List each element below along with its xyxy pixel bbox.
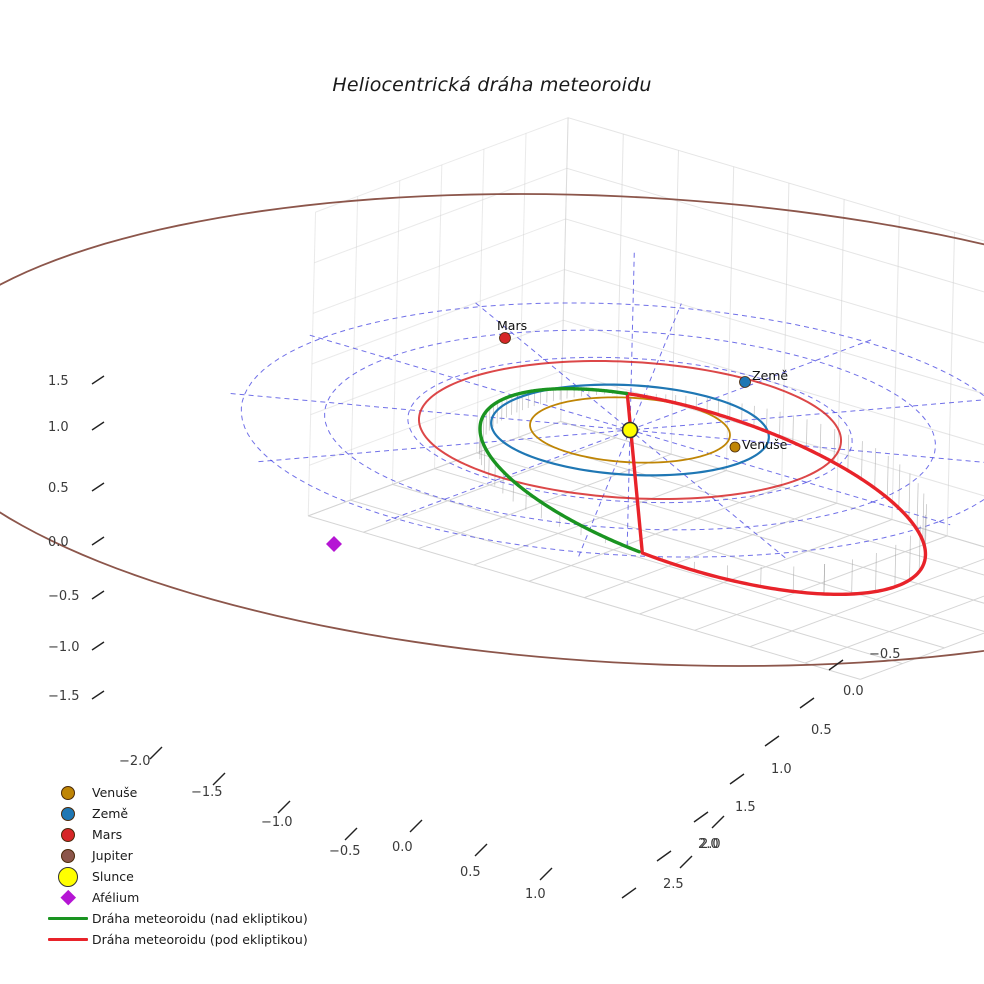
legend-marker-dot-icon: [44, 806, 92, 821]
legend-marker-dot-icon: [44, 848, 92, 863]
planet-orbits: [0, 193, 984, 667]
x-tick-5: 0.5: [460, 865, 481, 880]
x-tick-1: −1.5: [191, 785, 223, 800]
legend-item-6[interactable]: Dráha meteoroidu (nad ekliptikou): [44, 908, 344, 929]
legend-label-5: Afélium: [92, 890, 140, 905]
legend-marker-dot-icon: [44, 785, 92, 800]
page-title: Heliocentrická dráha meteoroidu: [332, 74, 652, 96]
planet-label-venuše: Venuše: [742, 437, 788, 452]
x-tick-4: 0.0: [392, 840, 413, 855]
x-tick-8: 2.5: [663, 877, 684, 892]
legend-item-4[interactable]: Slunce: [44, 866, 344, 887]
legend-marker-dot-icon: [44, 866, 92, 887]
legend-label-1: Země: [92, 806, 129, 821]
legend-item-5[interactable]: Afélium: [44, 887, 344, 908]
legend-label-6: Dráha meteoroidu (nad ekliptikou): [92, 911, 308, 926]
legend-label-7: Dráha meteoroidu (pod ekliptikou): [92, 932, 308, 947]
legend-label-4: Slunce: [92, 869, 134, 884]
y-tick-2: 0.5: [811, 723, 832, 738]
z-tick-4: −0.5: [48, 589, 80, 604]
legend-label-0: Venuše: [92, 785, 138, 800]
axis-ticks: [91, 375, 844, 899]
meteoroid-orbit: [478, 386, 928, 597]
planet-marker-země: [739, 376, 751, 388]
x-tick-3: −0.5: [329, 844, 361, 859]
legend-item-7[interactable]: Dráha meteoroidu (pod ekliptikou): [44, 929, 344, 950]
planet-label-mars: Mars: [497, 318, 528, 333]
x-tick-0: −2.0: [119, 754, 151, 769]
legend-item-2[interactable]: Mars: [44, 824, 344, 845]
x-tick-2: −1.0: [261, 815, 293, 830]
legend-marker-line-icon: [44, 938, 92, 941]
x-tick-6: 1.0: [525, 887, 546, 902]
z-tick-1: 1.0: [48, 420, 69, 435]
z-tick-0: 1.5: [48, 374, 69, 389]
legend-label-2: Mars: [92, 827, 123, 842]
planet-marker-mars: [499, 332, 511, 344]
legend-item-3[interactable]: Jupiter: [44, 845, 344, 866]
y-tick-3: 1.0: [771, 762, 792, 777]
legend: Venuše Země Mars Jupiter Slunce Afélium Dráha …: [44, 782, 344, 950]
legend-item-0[interactable]: Venuše: [44, 782, 344, 803]
celestial-bodies: [326, 332, 751, 552]
z-tick-5: −1.0: [48, 640, 80, 655]
aphelion-marker: [326, 536, 342, 552]
y-tick-0: −0.5: [869, 647, 901, 662]
polar-grid: [230, 252, 984, 559]
legend-marker-dot-icon: [44, 827, 92, 842]
planet-label-země: Země: [752, 368, 789, 383]
planet-marker-venuše: [729, 441, 741, 453]
y-tick-1: 0.0: [843, 684, 864, 699]
z-tick-3: 0.0: [48, 535, 69, 550]
y-tick-4: 1.5: [735, 800, 756, 815]
legend-label-3: Jupiter: [92, 848, 133, 863]
y-tick-5: 2.0: [698, 837, 719, 852]
legend-marker-line-icon: [44, 917, 92, 920]
legend-item-1[interactable]: Země: [44, 803, 344, 824]
axes-pane-grid: [307, 117, 984, 680]
z-tick-2: 0.5: [48, 481, 69, 496]
legend-marker-diamond-icon: [44, 890, 92, 905]
z-tick-6: −1.5: [48, 689, 80, 704]
orbit-stems: [478, 388, 927, 595]
x-tick-7: 2.0: [700, 837, 721, 852]
sun-marker: [621, 421, 639, 439]
